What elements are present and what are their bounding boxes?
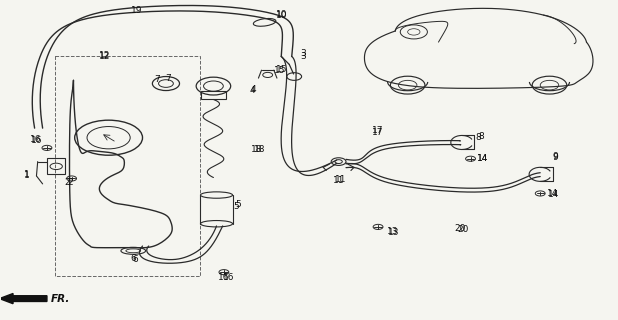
Text: 13: 13 (388, 228, 400, 237)
Text: 12: 12 (99, 51, 110, 60)
Text: 6: 6 (132, 255, 138, 264)
Text: 14: 14 (548, 190, 559, 199)
Text: 1: 1 (24, 170, 30, 179)
Text: 6: 6 (130, 254, 136, 263)
Text: 17: 17 (372, 126, 384, 135)
Text: 15: 15 (276, 65, 287, 74)
Bar (55, 56, 200, 276)
Text: 18: 18 (254, 145, 265, 154)
Text: 17: 17 (372, 128, 384, 137)
Text: 1: 1 (23, 171, 30, 180)
Text: 19: 19 (130, 6, 142, 15)
Text: 18: 18 (251, 145, 262, 154)
Text: 14: 14 (547, 189, 558, 198)
Text: 2: 2 (64, 178, 70, 187)
Text: 16: 16 (31, 136, 42, 145)
Text: 15: 15 (274, 66, 285, 75)
Text: 13: 13 (386, 227, 398, 236)
Text: 7: 7 (166, 74, 171, 83)
Text: 16: 16 (30, 135, 41, 144)
Text: 8: 8 (479, 132, 485, 140)
Text: 12: 12 (99, 52, 110, 61)
Text: 5: 5 (235, 200, 241, 209)
Text: FR.: FR. (51, 293, 70, 304)
Text: 10: 10 (276, 11, 287, 20)
Bar (47, 158, 66, 174)
Text: 2: 2 (67, 179, 72, 188)
Bar (201, 91, 226, 100)
Text: 9: 9 (552, 153, 559, 162)
Text: 20: 20 (454, 224, 466, 233)
Text: 4: 4 (251, 85, 256, 94)
Text: 11: 11 (336, 175, 347, 184)
Text: 16: 16 (218, 273, 230, 282)
Text: 10: 10 (276, 10, 287, 19)
Text: 14: 14 (477, 154, 489, 163)
FancyArrow shape (0, 293, 47, 304)
Text: 5: 5 (234, 202, 239, 211)
Text: 7: 7 (154, 75, 160, 84)
Text: 3: 3 (300, 52, 306, 61)
Text: 16: 16 (223, 273, 235, 282)
Text: 4: 4 (250, 86, 255, 95)
Text: 14: 14 (477, 154, 489, 163)
Text: 20: 20 (457, 225, 469, 234)
Text: 11: 11 (333, 176, 344, 185)
Text: 8: 8 (476, 132, 481, 141)
Text: 3: 3 (300, 49, 306, 58)
Text: 9: 9 (552, 152, 559, 161)
